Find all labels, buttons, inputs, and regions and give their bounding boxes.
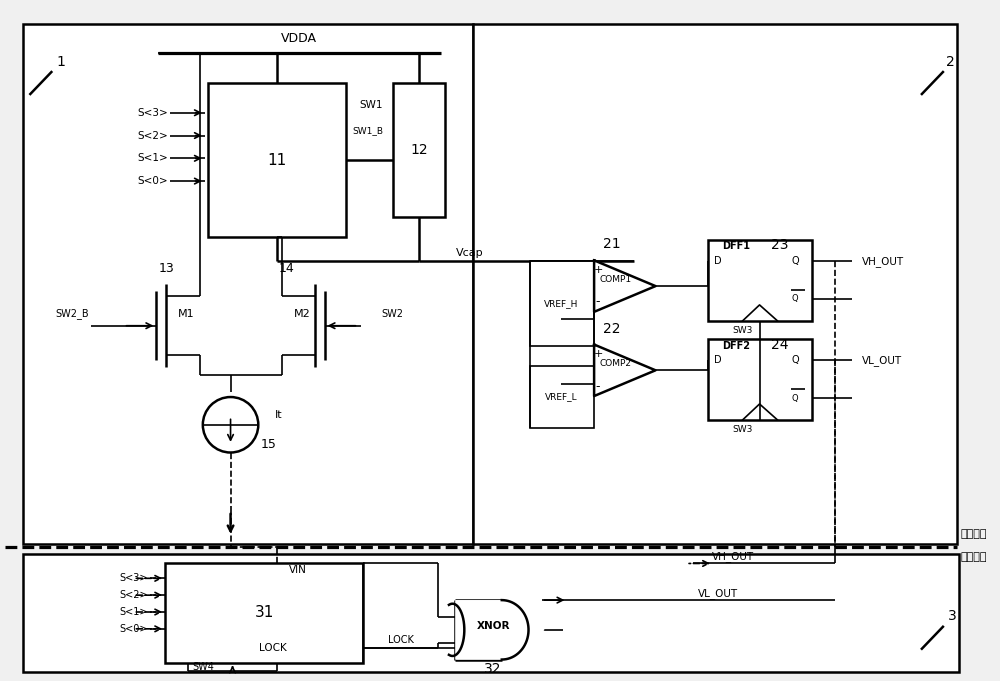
Text: 14: 14 [279,262,295,274]
Text: VL_OUT: VL_OUT [862,355,902,366]
Bar [708,338,812,419]
Text: S<1>: S<1> [120,607,148,617]
Bar [393,83,445,217]
Bar [208,83,346,236]
Bar [708,240,812,321]
Text: S<1>: S<1> [137,153,168,163]
Text: LOCK: LOCK [259,643,287,652]
Text: 32: 32 [484,663,502,676]
Text: SW1_B: SW1_B [352,126,383,135]
Text: Q: Q [792,294,799,304]
Text: 31: 31 [255,605,274,620]
Text: S<0>: S<0> [138,176,168,186]
Polygon shape [594,260,656,312]
Text: Q: Q [791,256,799,266]
Text: 24: 24 [771,338,788,351]
Text: M1: M1 [178,308,194,319]
Text: VL_OUT: VL_OUT [698,588,738,599]
Text: DFF1: DFF1 [722,242,750,251]
Text: Q: Q [791,355,799,366]
Text: S<0>: S<0> [120,624,148,634]
Text: S<2>: S<2> [120,590,148,600]
Text: VDDA: VDDA [281,32,317,45]
Text: VH_OUT: VH_OUT [862,256,904,267]
Text: 15: 15 [260,438,276,451]
Text: LOCK: LOCK [388,635,414,645]
Text: S<3>: S<3> [137,108,168,118]
Text: D: D [714,256,722,266]
Text: +: + [593,349,603,360]
Text: 1: 1 [56,55,65,69]
Bar [473,24,957,543]
Text: 13: 13 [158,262,174,274]
Text: S<2>: S<2> [137,131,168,140]
Polygon shape [594,345,656,396]
Text: DFF2: DFF2 [722,340,750,351]
Text: 23: 23 [771,238,788,253]
Text: VIN: VIN [289,565,307,575]
Polygon shape [455,600,529,660]
Text: COMP2: COMP2 [600,359,632,368]
Text: 2: 2 [946,55,955,69]
Text: Q: Q [792,394,799,402]
Text: -: - [596,296,600,308]
Text: -: - [596,379,600,393]
Text: COMP1: COMP1 [600,274,632,284]
Bar [165,563,363,663]
Text: SW3: SW3 [733,425,753,434]
Text: It: It [275,410,283,420]
Text: D: D [714,355,722,366]
Text: S<3>: S<3> [120,573,148,584]
Text: VREF_H: VREF_H [544,300,579,308]
Text: SW4: SW4 [192,663,214,672]
Text: Vcap: Vcap [455,249,483,258]
Text: +: + [593,265,603,275]
Text: SW2_B: SW2_B [55,308,89,319]
Text: VH_OUT: VH_OUT [712,551,754,562]
Text: 12: 12 [410,144,428,157]
Text: SW2: SW2 [381,308,403,319]
Text: 模拟部分: 模拟部分 [961,528,987,539]
Text: XNOR: XNOR [476,621,510,631]
Text: 11: 11 [267,153,287,168]
Text: 21: 21 [603,238,621,251]
Bar [530,366,594,428]
Text: M2: M2 [294,308,310,319]
Bar [23,554,959,672]
Text: 22: 22 [603,321,621,336]
Text: SW1: SW1 [360,100,383,110]
Text: SW3: SW3 [733,326,753,335]
Bar [530,262,594,345]
Text: 3: 3 [948,609,957,623]
Bar [23,24,473,543]
Text: VREF_L: VREF_L [545,392,578,402]
Polygon shape [455,600,545,660]
Text: 数字部分: 数字部分 [961,552,987,562]
